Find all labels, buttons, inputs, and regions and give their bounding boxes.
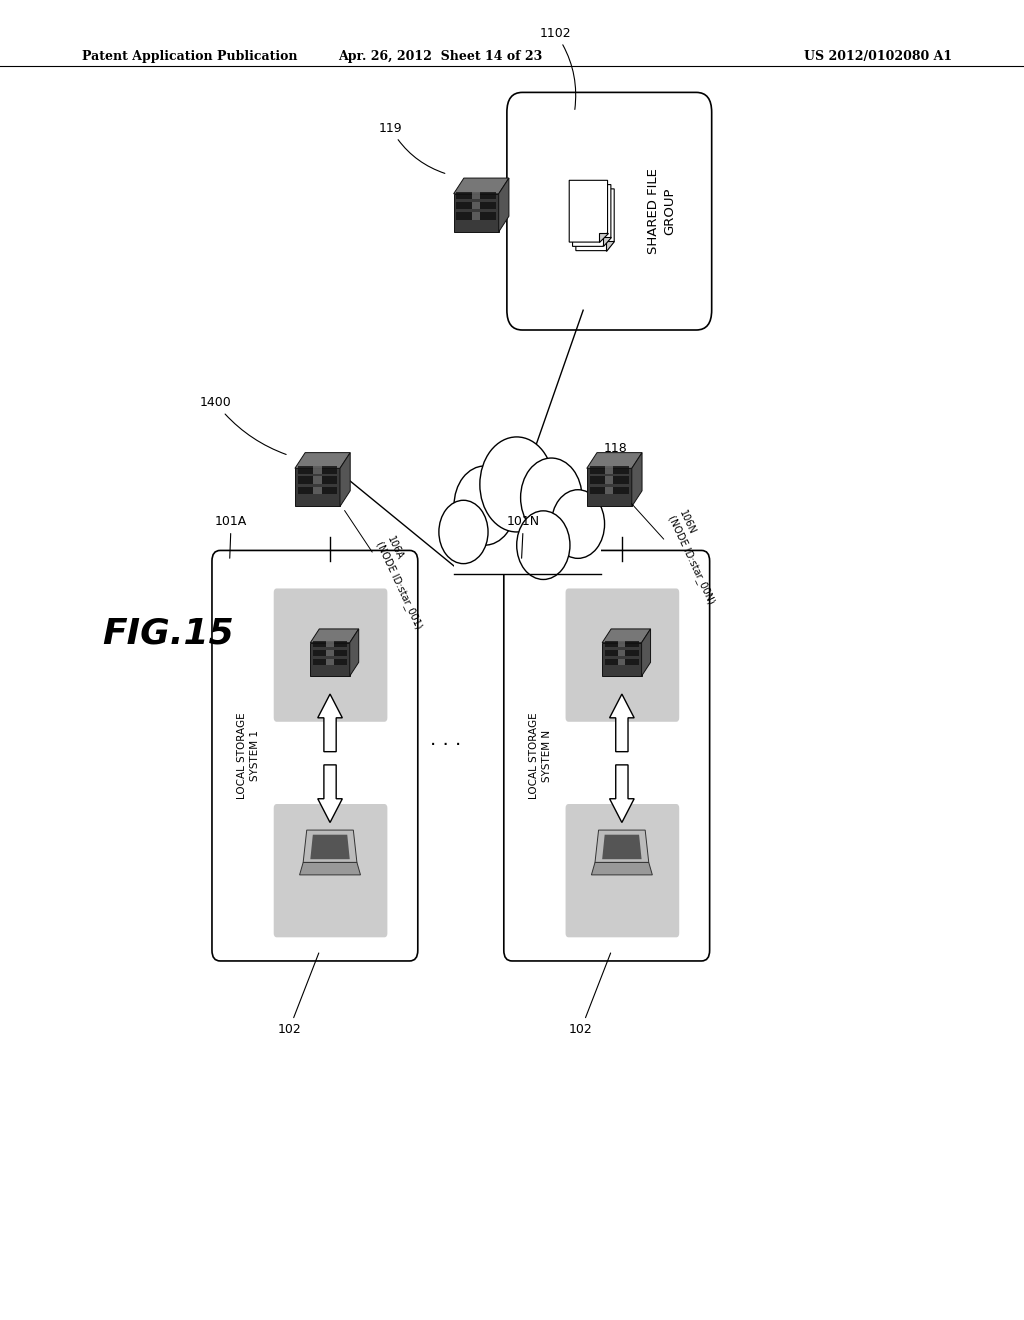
Polygon shape — [472, 202, 480, 210]
Polygon shape — [317, 694, 342, 751]
Circle shape — [480, 437, 554, 532]
Text: 106A
(NODE ID:star_001): 106A (NODE ID:star_001) — [374, 535, 434, 631]
FancyBboxPatch shape — [565, 804, 679, 937]
Text: US 2012/0102080 A1: US 2012/0102080 A1 — [804, 50, 952, 63]
Text: 101A: 101A — [215, 515, 247, 558]
Text: Patent Application Publication: Patent Application Publication — [82, 50, 297, 63]
Polygon shape — [313, 659, 347, 665]
Text: 1102: 1102 — [540, 26, 575, 110]
Polygon shape — [604, 659, 639, 665]
FancyBboxPatch shape — [504, 550, 710, 961]
Polygon shape — [599, 232, 607, 242]
Polygon shape — [605, 466, 613, 474]
Text: Apr. 26, 2012  Sheet 14 of 23: Apr. 26, 2012 Sheet 14 of 23 — [338, 50, 543, 63]
Polygon shape — [602, 643, 642, 676]
Polygon shape — [313, 487, 322, 495]
Polygon shape — [602, 834, 642, 859]
Polygon shape — [298, 487, 337, 495]
FancyBboxPatch shape — [273, 804, 387, 937]
Polygon shape — [455, 521, 600, 574]
FancyBboxPatch shape — [212, 550, 418, 961]
Text: FIG.15: FIG.15 — [102, 616, 234, 651]
Polygon shape — [298, 466, 337, 474]
Polygon shape — [590, 466, 629, 474]
Polygon shape — [587, 469, 632, 507]
Polygon shape — [572, 185, 611, 247]
Polygon shape — [609, 694, 634, 751]
Polygon shape — [590, 487, 629, 495]
Polygon shape — [590, 477, 629, 484]
Polygon shape — [457, 191, 496, 199]
Text: LOCAL STORAGE
SYSTEM 1: LOCAL STORAGE SYSTEM 1 — [238, 713, 260, 799]
Polygon shape — [310, 643, 350, 676]
Polygon shape — [592, 862, 652, 875]
Polygon shape — [609, 764, 634, 822]
Text: 106N
(NODE ID:star_00N): 106N (NODE ID:star_00N) — [666, 508, 727, 606]
Polygon shape — [472, 191, 480, 199]
Polygon shape — [595, 830, 649, 862]
Text: 102: 102 — [569, 953, 610, 1036]
Circle shape — [520, 458, 582, 537]
Polygon shape — [605, 487, 613, 495]
Polygon shape — [604, 649, 639, 656]
Polygon shape — [313, 640, 347, 647]
Polygon shape — [602, 628, 650, 643]
Circle shape — [439, 500, 488, 564]
Polygon shape — [587, 453, 642, 469]
Text: 118: 118 — [604, 442, 628, 455]
Polygon shape — [569, 181, 607, 242]
Text: . . .: . . . — [430, 730, 461, 748]
Text: 102: 102 — [278, 953, 318, 1036]
Text: 1400: 1400 — [200, 396, 286, 454]
Polygon shape — [606, 242, 614, 251]
Polygon shape — [295, 469, 340, 507]
Polygon shape — [457, 213, 496, 220]
Polygon shape — [642, 628, 650, 676]
Polygon shape — [457, 202, 496, 210]
Text: 119: 119 — [379, 121, 444, 173]
Circle shape — [454, 466, 515, 545]
Polygon shape — [604, 640, 639, 647]
FancyBboxPatch shape — [273, 589, 387, 722]
FancyBboxPatch shape — [507, 92, 712, 330]
Circle shape — [517, 511, 570, 579]
Polygon shape — [632, 453, 642, 507]
Polygon shape — [327, 659, 334, 665]
Polygon shape — [317, 764, 342, 822]
Polygon shape — [350, 628, 358, 676]
Polygon shape — [327, 649, 334, 656]
Text: SHARED FILE
GROUP: SHARED FILE GROUP — [647, 168, 676, 255]
Polygon shape — [303, 830, 357, 862]
Text: LOCAL STORAGE
SYSTEM N: LOCAL STORAGE SYSTEM N — [529, 713, 552, 799]
Polygon shape — [310, 834, 350, 859]
Polygon shape — [313, 477, 322, 484]
Polygon shape — [340, 453, 350, 507]
Circle shape — [551, 490, 604, 558]
Polygon shape — [575, 189, 614, 251]
Polygon shape — [298, 477, 337, 484]
Polygon shape — [300, 862, 360, 875]
Polygon shape — [472, 213, 480, 220]
Polygon shape — [605, 477, 613, 484]
Polygon shape — [603, 236, 611, 247]
Polygon shape — [454, 178, 509, 194]
Polygon shape — [499, 178, 509, 232]
Polygon shape — [310, 628, 358, 643]
Polygon shape — [327, 640, 334, 647]
Polygon shape — [618, 649, 626, 656]
Polygon shape — [295, 453, 350, 469]
Polygon shape — [313, 466, 322, 474]
Polygon shape — [313, 649, 347, 656]
Polygon shape — [454, 194, 499, 232]
Polygon shape — [618, 640, 626, 647]
FancyBboxPatch shape — [565, 589, 679, 722]
Polygon shape — [618, 659, 626, 665]
Text: 101N: 101N — [507, 515, 540, 558]
